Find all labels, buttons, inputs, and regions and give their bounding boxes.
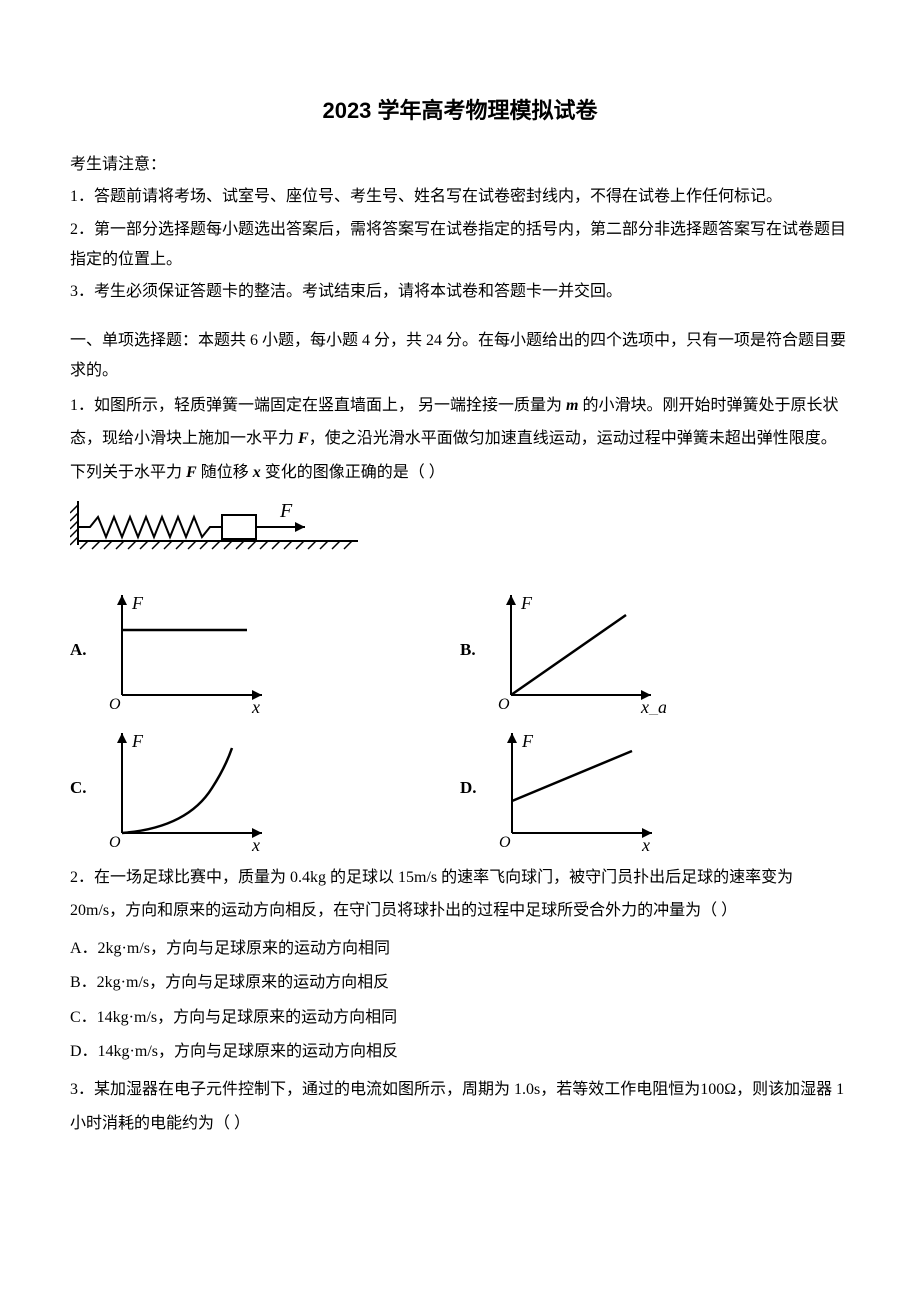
- q1-B-plot: F x_alt O: [486, 585, 666, 715]
- svg-text:F: F: [521, 731, 534, 751]
- svg-text:O: O: [498, 696, 510, 713]
- q1-F2: F: [186, 464, 197, 481]
- q1-C-plot: F x O: [97, 723, 277, 853]
- svg-text:F: F: [520, 593, 533, 613]
- q1-D-plot: F x O: [487, 723, 667, 853]
- q1-t4: 随位移: [197, 464, 253, 481]
- q2-option-D: D．14kg·m/s，方向与足球原来的运动方向相反: [70, 1037, 850, 1067]
- q1-x: x: [253, 464, 261, 481]
- q1-F: F: [298, 430, 309, 447]
- svg-text:O: O: [109, 696, 121, 713]
- section-1-header: 一、单项选择题：本题共 6 小题，每小题 4 分，共 24 分。在每小题给出的四…: [70, 326, 850, 387]
- q1-options: A. F x O B. F x_alt O C.: [70, 585, 850, 861]
- q1-A-plot: F x O: [97, 585, 277, 715]
- q2-option-C: C．14kg·m/s，方向与足球原来的运动方向相同: [70, 1003, 850, 1033]
- svg-text:x: x: [251, 697, 260, 715]
- svg-text:F: F: [131, 731, 144, 751]
- instruction-2: 2．第一部分选择题每小题选出答案后，需将答案写在试卷指定的括号内，第二部分非选择…: [70, 215, 850, 276]
- q2-stem: 2．在一场足球比赛中，质量为 0.4kg 的足球以 15m/s 的速率飞向球门，…: [70, 861, 850, 928]
- q1-D-label: D.: [460, 772, 477, 804]
- q1-C-label: C.: [70, 772, 87, 804]
- q1-t1: 1．如图所示，轻质弹簧一端固定在竖直墙面上， 另一端拴接一质量为: [70, 397, 566, 414]
- q1-spring-diagram: F: [70, 497, 850, 566]
- q1-t5: 变化的图像正确的是（ ）: [261, 464, 445, 481]
- q1-option-A: A. F x O: [70, 585, 460, 715]
- q2-option-B: B．2kg·m/s，方向与足球原来的运动方向相反: [70, 968, 850, 998]
- instructions-header: 考生请注意：: [70, 150, 850, 180]
- svg-text:O: O: [109, 834, 121, 851]
- q1-A-label: A.: [70, 634, 87, 666]
- svg-text:x: x: [251, 835, 260, 853]
- svg-text:x_alt: x_alt: [640, 697, 666, 715]
- instruction-3: 3．考生必须保证答题卡的整洁。考试结束后，请将本试卷和答题卡一并交回。: [70, 277, 850, 307]
- q1-option-D: D. F x O: [460, 723, 850, 853]
- page-title: 2023 学年高考物理模拟试卷: [70, 90, 850, 132]
- q1-option-B: B. F x_alt O: [460, 585, 850, 715]
- q1-B-label: B.: [460, 634, 476, 666]
- spring-F-label: F: [279, 500, 293, 522]
- q1-stem: 1．如图所示，轻质弹簧一端固定在竖直墙面上， 另一端拴接一质量为 m 的小滑块。…: [70, 389, 850, 490]
- svg-text:O: O: [499, 834, 511, 851]
- q1-m: m: [566, 397, 578, 414]
- q2-option-A: A．2kg·m/s，方向与足球原来的运动方向相同: [70, 934, 850, 964]
- q1-option-C: C. F x O: [70, 723, 460, 853]
- svg-text:x: x: [641, 835, 650, 853]
- svg-text:F: F: [131, 593, 144, 613]
- instruction-1: 1．答题前请将考场、试室号、座位号、考生号、姓名写在试卷密封线内，不得在试卷上作…: [70, 182, 850, 212]
- q3-stem: 3．某加湿器在电子元件控制下，通过的电流如图所示，周期为 1.0s，若等效工作电…: [70, 1073, 850, 1140]
